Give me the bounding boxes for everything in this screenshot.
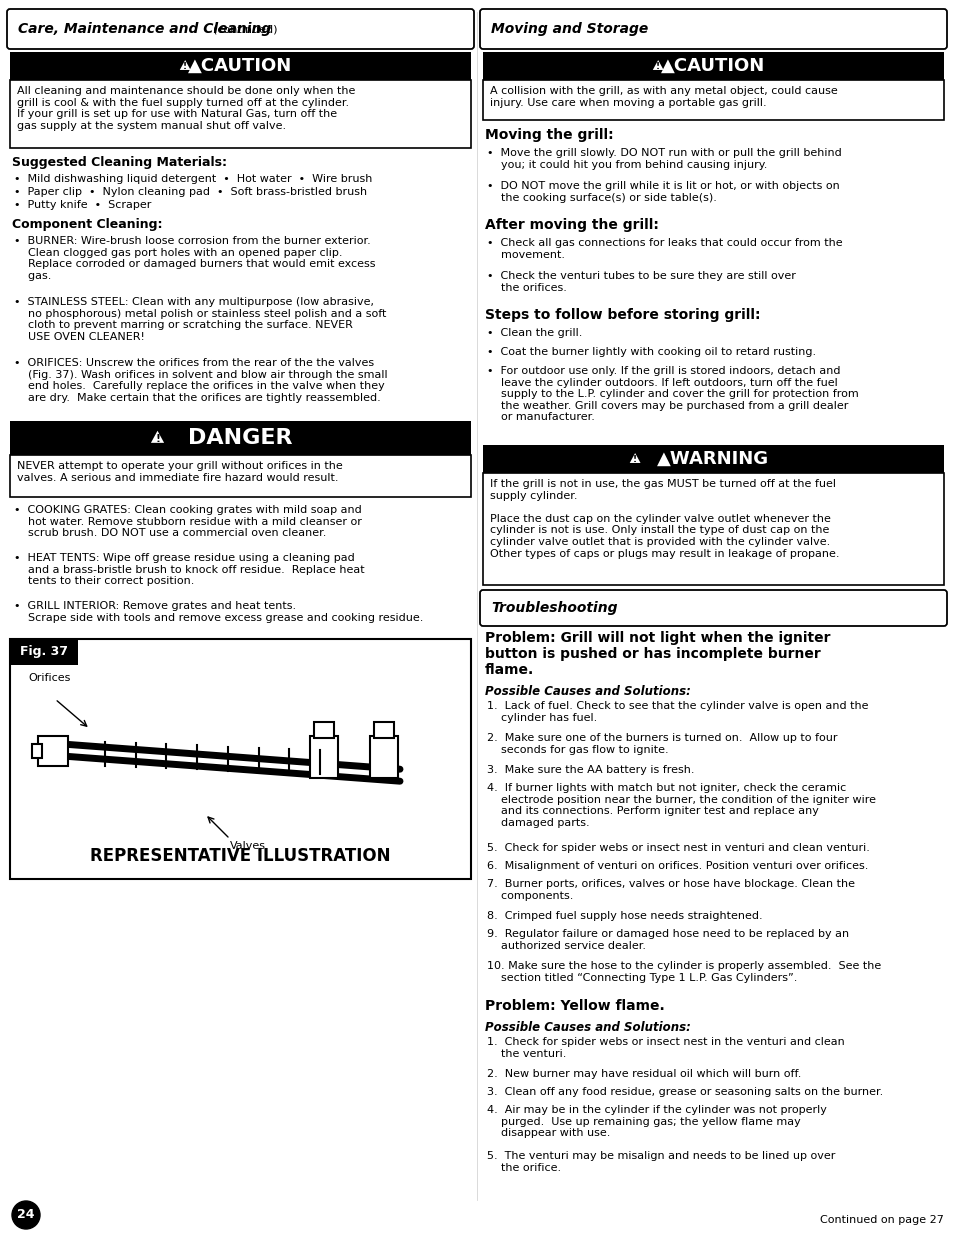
Text: •  Clean the grill.: • Clean the grill. (486, 329, 581, 338)
Circle shape (12, 1200, 40, 1229)
Text: 9.  Regulator failure or damaged hose need to be replaced by an
    authorized s: 9. Regulator failure or damaged hose nee… (486, 929, 848, 951)
Text: •  HEAT TENTS: Wipe off grease residue using a cleaning pad
    and a brass-bris: • HEAT TENTS: Wipe off grease residue us… (14, 553, 364, 587)
Text: •  COOKING GRATES: Clean cooking grates with mild soap and
    hot water. Remove: • COOKING GRATES: Clean cooking grates w… (14, 505, 361, 538)
Text: Possible Causes and Solutions:: Possible Causes and Solutions: (484, 685, 690, 698)
Text: A collision with the grill, as with any metal object, could cause
injury. Use ca: A collision with the grill, as with any … (490, 86, 837, 107)
Text: ▲CAUTION: ▲CAUTION (660, 57, 765, 75)
Text: Orifices: Orifices (28, 673, 71, 683)
Text: All cleaning and maintenance should be done only when the
grill is cool & with t: All cleaning and maintenance should be d… (17, 86, 355, 131)
Bar (10, 421, 471, 454)
Text: •  BURNER: Wire-brush loose corrosion from the burner exterior.
    Clean clogge: • BURNER: Wire-brush loose corrosion fro… (14, 236, 375, 280)
Bar (482, 473, 943, 585)
Bar (32, 745, 42, 758)
Text: Problem: Yellow flame.: Problem: Yellow flame. (484, 999, 664, 1013)
Text: 8.  Crimped fuel supply hose needs straightened.: 8. Crimped fuel supply hose needs straig… (486, 911, 761, 921)
Text: 2.  New burner may have residual oil which will burn off.: 2. New burner may have residual oil whic… (486, 1070, 801, 1079)
Text: •  Mild dishwashing liquid detergent  •  Hot water  •  Wire brush: • Mild dishwashing liquid detergent • Ho… (14, 174, 372, 184)
Text: 5.  The venturi may be misalign and needs to be lined up over
    the orifice.: 5. The venturi may be misalign and needs… (486, 1151, 835, 1172)
Text: !: ! (656, 62, 659, 70)
Text: Problem: Grill will not light when the igniter
button is pushed or has incomplet: Problem: Grill will not light when the i… (484, 631, 830, 678)
Text: Fig. 37: Fig. 37 (20, 646, 68, 658)
FancyBboxPatch shape (479, 590, 946, 626)
Text: Possible Causes and Solutions:: Possible Causes and Solutions: (484, 1021, 690, 1034)
Text: Valves: Valves (230, 841, 266, 851)
Text: ▲WARNING: ▲WARNING (657, 450, 769, 468)
Text: Continued on page 27: Continued on page 27 (820, 1215, 943, 1225)
Bar (10, 52, 471, 80)
Text: 3.  Clean off any food residue, grease or seasoning salts on the burner.: 3. Clean off any food residue, grease or… (486, 1087, 882, 1097)
Text: Component Cleaning:: Component Cleaning: (12, 219, 162, 231)
Bar (310, 736, 337, 778)
Bar (38, 736, 68, 766)
Text: NEVER attempt to operate your grill without orifices in the
valves. A serious an: NEVER attempt to operate your grill with… (17, 461, 342, 483)
Text: •  Move the grill slowly. DO NOT run with or pull the grill behind
    you; it c: • Move the grill slowly. DO NOT run with… (486, 148, 841, 169)
Text: 7.  Burner ports, orifices, valves or hose have blockage. Clean the
    componen: 7. Burner ports, orifices, valves or hos… (486, 879, 854, 900)
Bar (482, 445, 943, 473)
Text: !: ! (155, 433, 160, 443)
FancyBboxPatch shape (479, 9, 946, 49)
FancyBboxPatch shape (7, 9, 474, 49)
Text: •  Putty knife  •  Scraper: • Putty knife • Scraper (14, 200, 152, 210)
Polygon shape (629, 453, 639, 463)
Text: DANGER: DANGER (188, 429, 293, 448)
Text: Care, Maintenance and Cleaning: Care, Maintenance and Cleaning (18, 22, 271, 36)
Bar (10, 454, 471, 496)
Text: !: ! (183, 62, 187, 70)
Text: 6.  Misalignment of venturi on orifices. Position venturi over orifices.: 6. Misalignment of venturi on orifices. … (486, 861, 867, 871)
Text: Troubleshooting: Troubleshooting (491, 601, 617, 615)
Text: 10. Make sure the hose to the cylinder is properly assembled.  See the
    secti: 10. Make sure the hose to the cylinder i… (486, 961, 881, 983)
Text: 2.  Make sure one of the burners is turned on.  Allow up to four
    seconds for: 2. Make sure one of the burners is turne… (486, 734, 837, 755)
Text: •  Check the venturi tubes to be sure they are still over
    the orifices.: • Check the venturi tubes to be sure the… (486, 270, 795, 293)
Text: •  GRILL INTERIOR: Remove grates and heat tents.
    Scrape side with tools and : • GRILL INTERIOR: Remove grates and heat… (14, 601, 423, 622)
Polygon shape (652, 61, 663, 70)
Bar (10, 80, 471, 148)
Bar (314, 722, 334, 739)
Bar (10, 638, 78, 664)
Polygon shape (179, 61, 191, 70)
Bar (482, 52, 943, 80)
Text: ▲CAUTION: ▲CAUTION (188, 57, 293, 75)
Text: •  Check all gas connections for leaks that could occur from the
    movement.: • Check all gas connections for leaks th… (486, 238, 841, 259)
Bar (482, 80, 943, 120)
Text: •  STAINLESS STEEL: Clean with any multipurpose (low abrasive,
    no phosphorou: • STAINLESS STEEL: Clean with any multip… (14, 296, 386, 342)
Bar (10, 638, 471, 879)
Text: •  Paper clip  •  Nylon cleaning pad  •  Soft brass-bristled brush: • Paper clip • Nylon cleaning pad • Soft… (14, 186, 367, 198)
Text: Moving the grill:: Moving the grill: (484, 128, 613, 142)
Text: 24: 24 (17, 1209, 34, 1221)
Text: If the grill is not in use, the gas MUST be turned off at the fuel
supply cylind: If the grill is not in use, the gas MUST… (490, 479, 839, 558)
Text: 4.  Air may be in the cylinder if the cylinder was not properly
    purged.  Use: 4. Air may be in the cylinder if the cyl… (486, 1105, 826, 1139)
Text: •  For outdoor use only. If the grill is stored indoors, detach and
    leave th: • For outdoor use only. If the grill is … (486, 366, 858, 422)
Text: •  Coat the burner lightly with cooking oil to retard rusting.: • Coat the burner lightly with cooking o… (486, 347, 815, 357)
Text: Suggested Cleaning Materials:: Suggested Cleaning Materials: (12, 156, 227, 169)
Text: (continued): (continued) (213, 23, 277, 35)
Text: 1.  Lack of fuel. Check to see that the cylinder valve is open and the
    cylin: 1. Lack of fuel. Check to see that the c… (486, 701, 867, 722)
Text: Steps to follow before storing grill:: Steps to follow before storing grill: (484, 308, 760, 322)
Bar (370, 736, 397, 778)
Text: After moving the grill:: After moving the grill: (484, 219, 659, 232)
Polygon shape (151, 431, 164, 443)
Text: 4.  If burner lights with match but not igniter, check the ceramic
    electrode: 4. If burner lights with match but not i… (486, 783, 875, 827)
Text: •  ORIFICES: Unscrew the orifices from the rear of the the valves
    (Fig. 37).: • ORIFICES: Unscrew the orifices from th… (14, 358, 387, 403)
Bar (374, 722, 394, 739)
Text: 1.  Check for spider webs or insect nest in the venturi and clean
    the ventur: 1. Check for spider webs or insect nest … (486, 1037, 843, 1058)
Text: •  DO NOT move the grill while it is lit or hot, or with objects on
    the cook: • DO NOT move the grill while it is lit … (486, 182, 839, 203)
Text: 5.  Check for spider webs or insect nest in venturi and clean venturi.: 5. Check for spider webs or insect nest … (486, 844, 869, 853)
Text: REPRESENTATIVE ILLUSTRATION: REPRESENTATIVE ILLUSTRATION (91, 847, 391, 864)
Text: !: ! (633, 454, 637, 464)
Text: Moving and Storage: Moving and Storage (491, 22, 648, 36)
Text: 3.  Make sure the AA battery is fresh.: 3. Make sure the AA battery is fresh. (486, 764, 694, 776)
